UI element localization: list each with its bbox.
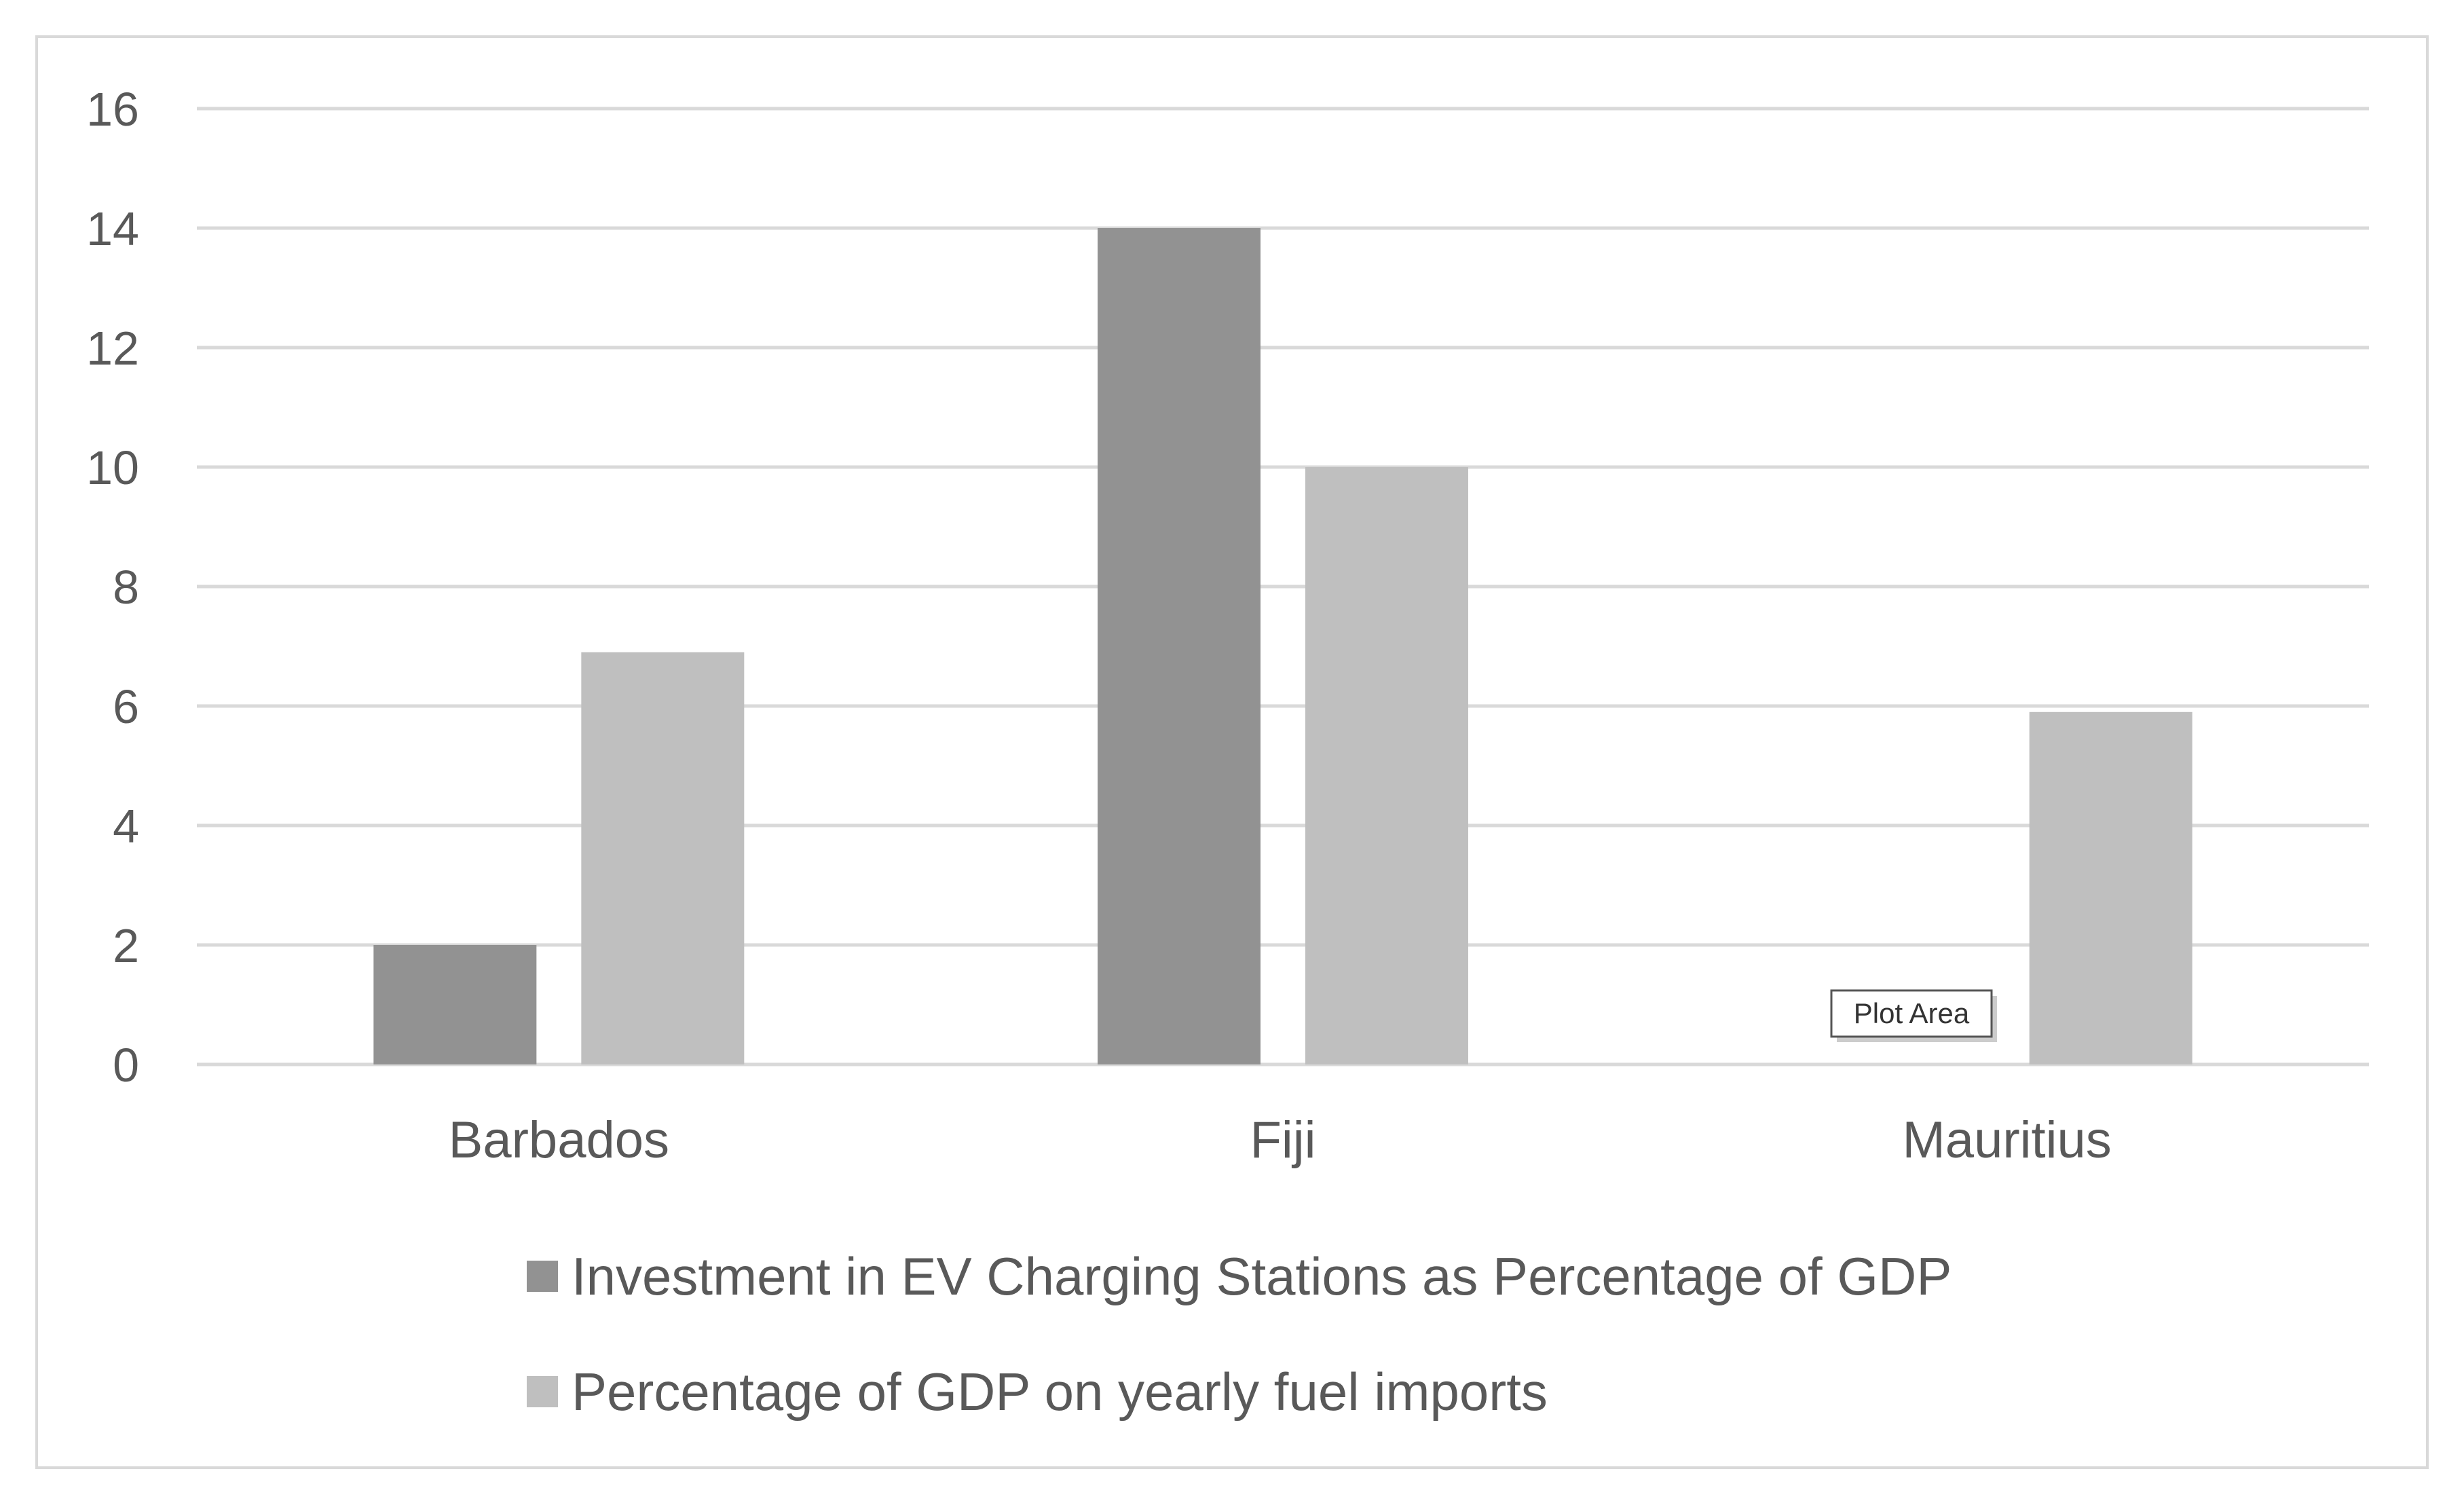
y-tick-label-2: 2 xyxy=(113,919,139,972)
legend-label-series-2[interactable]: Percentage of GDP on yearly fuel imports xyxy=(572,1362,1548,1422)
x-axis-categories: Barbados Fiji Mauritius xyxy=(449,1111,2112,1169)
y-tick-label-10: 10 xyxy=(86,441,139,494)
bars[interactable] xyxy=(373,228,2192,1064)
x-category-label-mauritius: Mauritius xyxy=(1903,1111,2112,1169)
y-tick-label-16: 16 xyxy=(86,83,139,136)
bar-fiji-series-1[interactable] xyxy=(1098,228,1261,1064)
y-tick-label-12: 12 xyxy=(86,322,139,375)
legend-swatch-series-1[interactable] xyxy=(527,1261,558,1292)
x-category-label-fiji: Fiji xyxy=(1250,1111,1315,1169)
y-tick-label-6: 6 xyxy=(113,680,139,733)
legend[interactable]: Investment in EV Charging Stations as Pe… xyxy=(527,1246,1952,1422)
y-tick-label-8: 8 xyxy=(113,561,139,614)
y-tick-label-14: 14 xyxy=(86,202,139,255)
bar-mauritius-series-2[interactable] xyxy=(2029,711,2192,1064)
y-tick-label-0: 0 xyxy=(113,1039,139,1092)
plot-area-tooltip: Plot Area xyxy=(1830,989,1997,1042)
legend-label-series-1[interactable]: Investment in EV Charging Stations as Pe… xyxy=(572,1246,1952,1306)
y-tick-label-4: 4 xyxy=(113,800,139,853)
gridlines xyxy=(197,107,2369,1066)
bar-barbados-series-2[interactable] xyxy=(581,652,745,1064)
y-axis-ticks: 0 2 4 6 8 10 12 14 16 xyxy=(86,83,139,1092)
legend-swatch-series-2[interactable] xyxy=(527,1376,558,1407)
bar-barbados-series-1[interactable] xyxy=(373,945,537,1064)
x-category-label-barbados: Barbados xyxy=(449,1111,669,1169)
bar-fiji-series-2[interactable] xyxy=(1305,467,1468,1064)
tooltip-label: Plot Area xyxy=(1854,997,1970,1029)
